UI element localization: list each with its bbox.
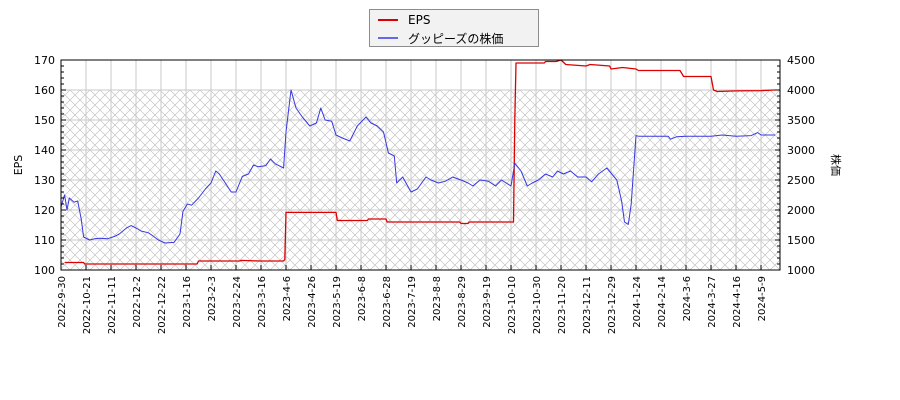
svg-text:100: 100 [34, 264, 55, 277]
svg-text:1500: 1500 [787, 234, 815, 247]
legend-swatch-eps [378, 19, 398, 21]
right-axis-title: 株価 [829, 154, 843, 176]
svg-text:1000: 1000 [787, 264, 815, 277]
legend-swatch-price [378, 37, 398, 39]
svg-text:2023-8-8: 2023-8-8 [432, 276, 443, 321]
svg-text:2023-12-29: 2023-12-29 [607, 276, 618, 334]
legend-item-eps: EPS [378, 12, 430, 28]
plot-area [61, 60, 780, 270]
right-y-axis: 1000 1500 2000 2500 3000 3500 4000 4500 [775, 54, 815, 277]
svg-text:2023-6-8: 2023-6-8 [357, 276, 368, 321]
svg-text:160: 160 [34, 84, 55, 97]
svg-text:2023-11-20: 2023-11-20 [557, 276, 568, 334]
legend-label-eps: EPS [408, 13, 431, 27]
svg-text:2023-9-19: 2023-9-19 [482, 276, 493, 328]
svg-text:2000: 2000 [787, 204, 815, 217]
left-axis-title: EPS [12, 155, 25, 176]
svg-text:2024-3-27: 2024-3-27 [707, 276, 718, 328]
svg-text:2024-1-24: 2024-1-24 [632, 276, 643, 328]
svg-text:2024-4-16: 2024-4-16 [732, 276, 743, 328]
svg-text:2022-10-21: 2022-10-21 [82, 276, 93, 334]
svg-text:2024-5-9: 2024-5-9 [757, 276, 768, 321]
svg-text:2023-8-29: 2023-8-29 [457, 276, 468, 328]
svg-text:2023-5-19: 2023-5-19 [332, 276, 343, 328]
svg-text:170: 170 [34, 54, 55, 67]
svg-text:2022-9-30: 2022-9-30 [57, 276, 68, 328]
svg-text:2023-6-28: 2023-6-28 [382, 276, 393, 328]
svg-text:2022-11-11: 2022-11-11 [107, 276, 118, 334]
svg-text:140: 140 [34, 144, 55, 157]
svg-text:2023-2-3: 2023-2-3 [207, 276, 218, 321]
stock-price-line [60, 89, 776, 244]
svg-text:2023-7-19: 2023-7-19 [407, 276, 418, 328]
series-layer [60, 59, 776, 265]
svg-text:2023-4-6: 2023-4-6 [282, 276, 293, 321]
legend-label-price: グッピーズの株価 [408, 31, 504, 46]
svg-text:2023-10-10: 2023-10-10 [507, 276, 518, 334]
svg-text:3500: 3500 [787, 114, 815, 127]
svg-text:2022-12-2: 2022-12-2 [132, 276, 143, 328]
svg-text:2024-2-14: 2024-2-14 [657, 276, 668, 328]
svg-text:2022-12-22: 2022-12-22 [157, 276, 168, 334]
x-axis: 2022-9-30 2022-10-21 2022-11-11 2022-12-2 20… [57, 265, 768, 334]
svg-text:130: 130 [34, 174, 55, 187]
legend-item-price: グッピーズの株価 [378, 30, 503, 46]
svg-text:150: 150 [34, 114, 55, 127]
svg-text:2023-2-24: 2023-2-24 [232, 276, 243, 328]
svg-text:4500: 4500 [787, 54, 815, 67]
svg-text:120: 120 [34, 204, 55, 217]
svg-text:2023-1-16: 2023-1-16 [182, 276, 193, 328]
legend: EPS グッピーズの株価 [369, 9, 539, 47]
svg-text:2023-10-30: 2023-10-30 [532, 276, 543, 334]
svg-text:2500: 2500 [787, 174, 815, 187]
left-y-axis: 100 110 120 130 140 150 160 170 [34, 54, 66, 277]
svg-text:3000: 3000 [787, 144, 815, 157]
svg-text:2023-12-11: 2023-12-11 [582, 276, 593, 334]
svg-text:2023-3-16: 2023-3-16 [257, 276, 268, 328]
svg-text:2024-3-6: 2024-3-6 [682, 276, 693, 321]
svg-text:2023-4-26: 2023-4-26 [307, 276, 318, 328]
plot-frame [60, 59, 781, 271]
eps-line [64, 59, 776, 265]
svg-text:110: 110 [34, 234, 55, 247]
svg-text:4000: 4000 [787, 84, 815, 97]
